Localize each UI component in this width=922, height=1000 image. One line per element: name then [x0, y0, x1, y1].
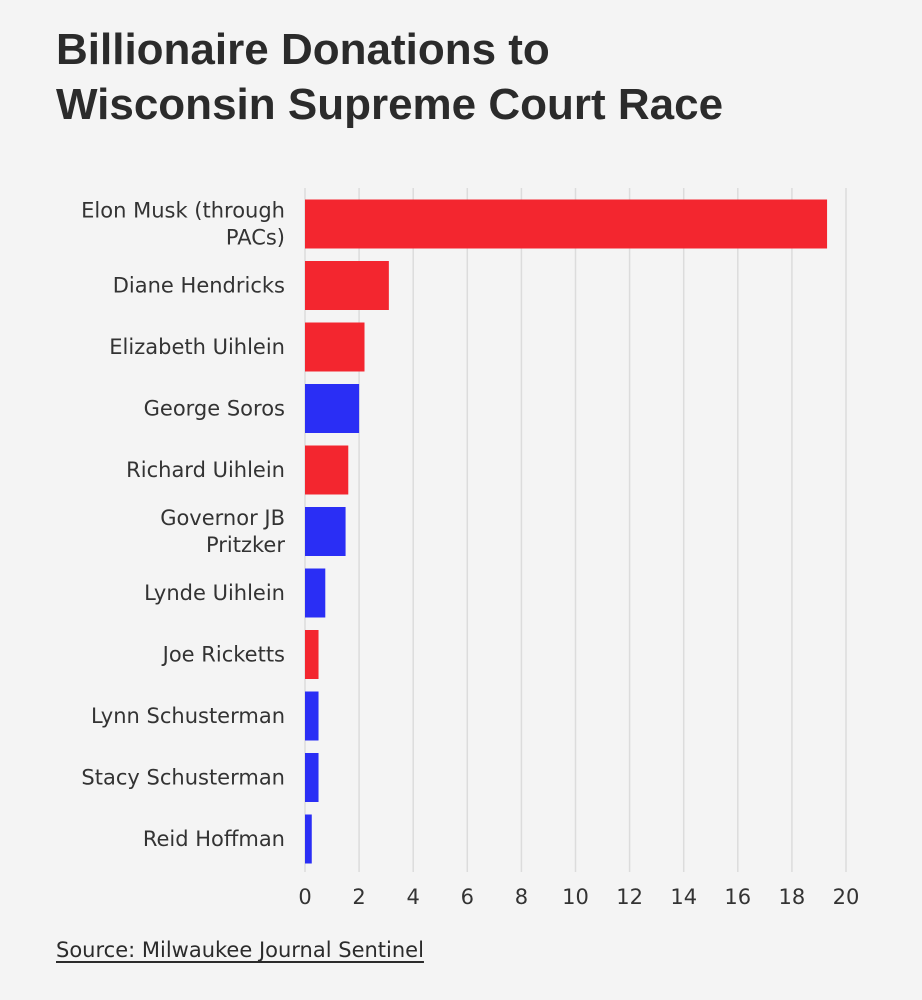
category-label: Lynde Uihlein — [144, 581, 285, 605]
category-label: Stacy Schusterman — [81, 766, 285, 790]
category-label-line: Joe Ricketts — [161, 643, 285, 667]
category-label-line: Pritzker — [206, 533, 285, 557]
category-label-line: Richard Uihlein — [126, 458, 285, 482]
bar — [305, 630, 319, 679]
bars — [305, 199, 828, 864]
category-label-line: Elizabeth Uihlein — [109, 335, 285, 359]
x-tick-label: 8 — [515, 885, 528, 909]
x-tick-label: 0 — [298, 885, 311, 909]
bar — [305, 384, 360, 433]
bar — [305, 691, 319, 741]
x-axis-ticks: 0 2 4 6 8 10 12 14 16 18 20 — [298, 885, 859, 909]
chart-title-line-2: Wisconsin Supreme Court Race — [56, 80, 724, 129]
category-label-line: Stacy Schusterman — [81, 766, 285, 790]
category-labels: Elon Musk (through PACs) Diane Hendricks El… — [81, 199, 285, 852]
bar — [305, 199, 828, 249]
gridlines — [304, 188, 847, 872]
bar — [305, 507, 346, 556]
bar — [305, 261, 389, 310]
category-label-line: PACs) — [226, 226, 285, 250]
category-label-line: George Soros — [144, 397, 285, 421]
x-tick-label: 20 — [833, 885, 860, 909]
bar — [305, 322, 365, 372]
category-label: Governor JB Pritzker — [160, 506, 285, 557]
category-label: Reid Hoffman — [143, 827, 285, 851]
bar — [305, 814, 312, 864]
x-tick-label: 18 — [779, 885, 806, 909]
bar — [305, 753, 319, 802]
bar — [305, 568, 326, 618]
category-label-line: Governor JB — [160, 506, 285, 530]
x-tick-label: 10 — [562, 885, 589, 909]
category-label-line: Diane Hendricks — [113, 274, 285, 298]
category-label-line: Lynde Uihlein — [144, 581, 285, 605]
category-label: Elizabeth Uihlein — [109, 335, 285, 359]
x-tick-label: 16 — [724, 885, 751, 909]
category-label: Lynn Schusterman — [91, 704, 285, 728]
category-label: Elon Musk (through PACs) — [81, 199, 285, 250]
x-tick-label: 2 — [352, 885, 365, 909]
category-label: George Soros — [144, 397, 285, 421]
x-tick-label: 4 — [407, 885, 420, 909]
bar — [305, 445, 349, 495]
category-label-line: Reid Hoffman — [143, 827, 285, 851]
category-label-line: Elon Musk (through — [81, 199, 285, 223]
category-label: Richard Uihlein — [126, 458, 285, 482]
chart-title-line-1: Billionaire Donations to — [56, 25, 550, 74]
category-label: Joe Ricketts — [161, 643, 285, 667]
source-note: Source: Milwaukee Journal Sentinel — [56, 938, 424, 962]
x-tick-label: 14 — [670, 885, 697, 909]
x-tick-label: 6 — [461, 885, 474, 909]
category-label-line: Lynn Schusterman — [91, 704, 285, 728]
x-tick-label: 12 — [616, 885, 643, 909]
category-label: Diane Hendricks — [113, 274, 285, 298]
chart-title: Billionaire Donations to Wisconsin Supre… — [56, 22, 896, 132]
